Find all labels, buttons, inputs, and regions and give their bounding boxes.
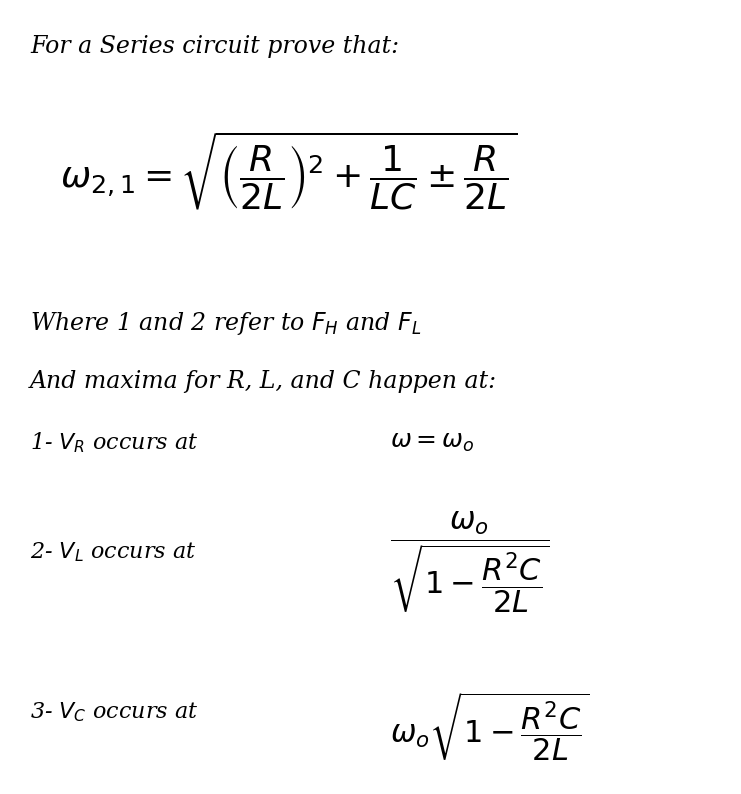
Text: 1- $V_R$ occurs at: 1- $V_R$ occurs at: [30, 430, 199, 455]
Text: 3- $V_C$ occurs at: 3- $V_C$ occurs at: [30, 700, 199, 723]
Text: For a Series circuit prove that:: For a Series circuit prove that:: [30, 35, 399, 58]
Text: $\omega_{2,1} = \sqrt{\left(\dfrac{R}{2L}\right)^{2} + \dfrac{1}{LC} \pm \dfrac{: $\omega_{2,1} = \sqrt{\left(\dfrac{R}{2L…: [60, 130, 518, 212]
Text: $\dfrac{\omega_o}{\sqrt{1 - \dfrac{R^2 C}{2L}}}$: $\dfrac{\omega_o}{\sqrt{1 - \dfrac{R^2 C…: [390, 510, 550, 615]
Text: And maxima for R, L, and C happen at:: And maxima for R, L, and C happen at:: [30, 370, 497, 393]
Text: 2- $V_L$ occurs at: 2- $V_L$ occurs at: [30, 540, 196, 564]
Text: $\omega = \omega_o$: $\omega = \omega_o$: [390, 430, 474, 454]
Text: Where 1 and 2 refer to $F_H$ and $F_L$: Where 1 and 2 refer to $F_H$ and $F_L$: [30, 310, 422, 337]
Text: $\omega_o\sqrt{1 - \dfrac{R^2 C}{2L}}$: $\omega_o\sqrt{1 - \dfrac{R^2 C}{2L}}$: [390, 690, 589, 763]
